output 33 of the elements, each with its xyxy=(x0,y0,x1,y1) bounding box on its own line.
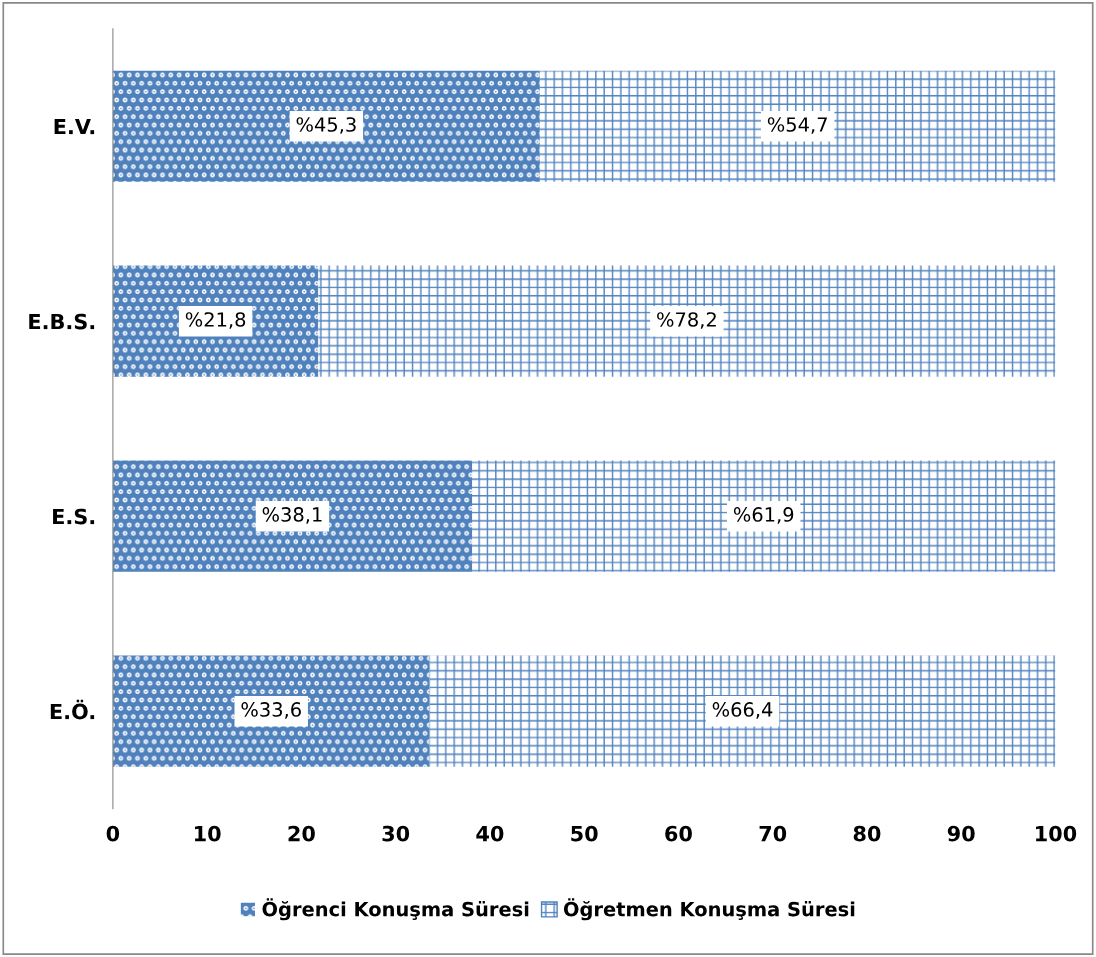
y-tick-label: E.S. xyxy=(53,508,95,525)
bar xyxy=(318,265,1056,377)
bar xyxy=(472,460,1056,572)
x-tick-label: 50 xyxy=(571,825,598,842)
x-tick-label: 10 xyxy=(195,825,221,842)
x-tick-label: 60 xyxy=(665,825,692,842)
x-tick-label: 0 xyxy=(106,825,120,842)
y-tick-label: E.V. xyxy=(54,118,95,135)
data-label: %78,2 xyxy=(657,312,716,329)
x-tick-label: 40 xyxy=(476,825,504,842)
data-label: %54,7 xyxy=(767,117,827,134)
legend-label: Öğrenci Konuşma Süresi xyxy=(262,898,529,921)
legend-label: Öğretmen Konuşma Süresi xyxy=(563,898,855,921)
x-tick-label: 100 xyxy=(1036,825,1077,842)
data-label: %33,6 xyxy=(241,702,301,719)
y-tick-label: E.B.S. xyxy=(29,313,95,330)
data-label: %61,9 xyxy=(733,507,794,524)
bar xyxy=(112,265,319,377)
bar xyxy=(112,655,430,767)
data-label: %45,3 xyxy=(296,117,356,134)
x-tick-label: 70 xyxy=(759,825,787,842)
y-tick-label: E.Ö. xyxy=(50,699,95,720)
x-tick-label: 30 xyxy=(382,825,410,842)
bar xyxy=(429,655,1056,767)
x-tick-label: 80 xyxy=(853,825,881,842)
data-label: %38,1 xyxy=(262,507,322,524)
data-label: %66,4 xyxy=(712,702,773,719)
x-tick-label: 20 xyxy=(288,825,315,842)
bar xyxy=(539,70,1056,182)
data-label: %21,8 xyxy=(185,312,246,329)
bar xyxy=(112,460,472,572)
x-tick-label: 90 xyxy=(947,825,975,842)
bar xyxy=(112,70,540,182)
